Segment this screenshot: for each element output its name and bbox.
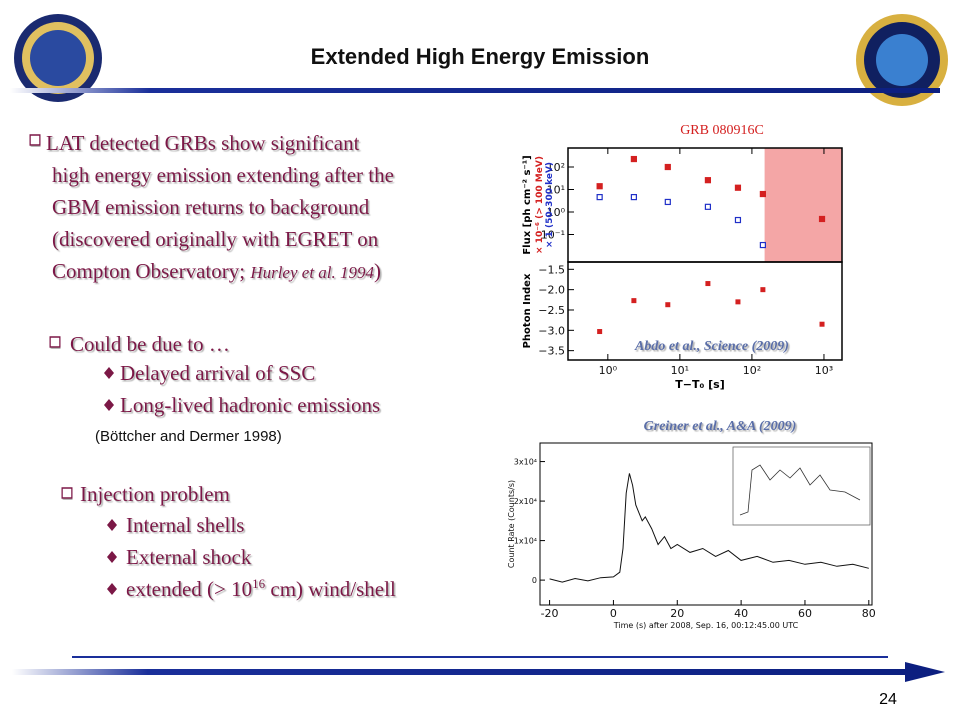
footer-arrow [905, 662, 945, 682]
bullet-square [29, 134, 41, 146]
x-tick-label: 10³ [815, 364, 833, 377]
bullet-line: high energy emission extending after the [52, 163, 394, 187]
bullet-diamond [107, 551, 117, 563]
y-axis-label: Flux [ph cm⁻² s⁻¹] [522, 155, 533, 254]
data-point [704, 203, 712, 210]
header-rule [10, 88, 940, 93]
citation: Hurley et al. 1994 [249, 263, 374, 282]
bullet-title: Could be due to … [70, 332, 230, 356]
data-point [596, 183, 603, 190]
data-point [819, 321, 825, 327]
page-number: 24 [879, 691, 897, 708]
bullet-diamond [104, 399, 114, 411]
x-tick-label: 0 [610, 607, 617, 620]
bullet-diamond [107, 583, 117, 595]
y-tick-label: 10⁰ [547, 206, 566, 219]
y-tick-label: 3x10⁴ [514, 458, 537, 467]
slide-title: Extended High Energy Emission [311, 44, 650, 69]
text: cm) wind/shell [265, 577, 396, 601]
bullet-diamond [104, 367, 114, 379]
x-tick-label: 10⁰ [599, 364, 618, 377]
bullet-line: (discovered originally with EGRET on [52, 227, 379, 251]
y-tick-label: 10⁻¹ [541, 229, 565, 242]
highlight-region [764, 148, 842, 262]
data-point [630, 155, 637, 163]
panel-frame [567, 261, 843, 361]
y-tick-label: −3.0 [538, 324, 565, 337]
x-tick-label: -20 [541, 607, 559, 620]
data-point [630, 193, 637, 201]
y-tick-label: 1x10⁴ [514, 537, 537, 546]
x-tick-label: 10² [743, 364, 761, 377]
data-point [664, 198, 671, 206]
y-tick-label: 10¹ [547, 184, 565, 197]
data-point [734, 184, 742, 191]
data-point [734, 216, 742, 224]
bullet-item: Internal shells [126, 513, 244, 537]
light-curve [549, 473, 869, 583]
text: ) [374, 259, 381, 283]
y-tick-label: −3.5 [538, 345, 565, 358]
bullet-line: LAT detected GRBs show significant [46, 131, 360, 155]
text: Compton Observatory; [52, 259, 250, 283]
inset-curve [739, 464, 861, 516]
data-point [760, 287, 766, 293]
x-axis-label: Time (s) after 2008, Sep. 16, 00:12:45.0… [613, 621, 799, 630]
bullet-square [61, 487, 73, 499]
logo-left [14, 14, 102, 102]
bullet-item: Long-lived hadronic emissions [120, 393, 380, 417]
data-point [759, 241, 766, 249]
bullet-item: External shock [126, 545, 252, 569]
data-point [818, 215, 826, 223]
data-point [664, 163, 671, 171]
data-point [704, 177, 712, 184]
y-axis-label: Count Rate (Counts/s) [507, 480, 516, 568]
x-tick-label: 60 [798, 607, 812, 620]
data-point [759, 190, 766, 198]
data-point [705, 281, 711, 287]
note: (Böttcher and Dermer 1998) [95, 428, 282, 445]
y-axis-label: Photon Index [522, 273, 533, 348]
data-point [665, 302, 671, 308]
logo-right [856, 14, 948, 106]
y-tick-label: 0 [532, 576, 537, 585]
y-tick-label: −2.5 [538, 304, 565, 317]
bullet-line: Compton Observatory; Hurley et al. 1994) [52, 259, 381, 283]
footer-rule [12, 669, 917, 675]
y-tick-label: 2x10⁴ [514, 497, 537, 506]
x-tick-label: 40 [734, 607, 748, 620]
legend-entry: × 10⁻⁶ (> 100 MeV) [535, 156, 545, 254]
text: extended (> 10 [126, 577, 252, 601]
bullet-square [49, 336, 61, 348]
y-tick-label: 10² [547, 161, 565, 174]
superscript: 16 [252, 576, 266, 591]
figure-caption: Greiner et al., A&A (2009) [644, 419, 797, 434]
data-point [631, 298, 637, 304]
figure-caption: Abdo et al., Science (2009) [634, 339, 789, 354]
legend-entry: × 1 (50–300 keV) [545, 162, 555, 248]
bullet-item: extended (> 1016 cm) wind/shell [126, 576, 396, 601]
x-axis-label: T−T₀ [s] [675, 378, 724, 391]
y-tick-label: −1.5 [538, 263, 565, 276]
plot-frame [539, 442, 873, 606]
data-point [596, 193, 603, 201]
bullet-item: Delayed arrival of SSC [120, 361, 315, 385]
bullets: LAT detected GRBs show significant high … [29, 131, 396, 601]
figure-title: GRB 080916C [680, 123, 764, 138]
bullet-line: GBM emission returns to background [52, 195, 370, 219]
x-tick-label: 10¹ [671, 364, 689, 377]
y-tick-label: −2.0 [538, 284, 565, 297]
bullet-diamond [107, 519, 117, 531]
data-point [735, 299, 741, 305]
x-tick-label: 80 [862, 607, 876, 620]
x-tick-label: 20 [670, 607, 684, 620]
data-point [597, 329, 603, 335]
inset-plot [732, 446, 871, 526]
bullet-title: Injection problem [80, 482, 230, 506]
